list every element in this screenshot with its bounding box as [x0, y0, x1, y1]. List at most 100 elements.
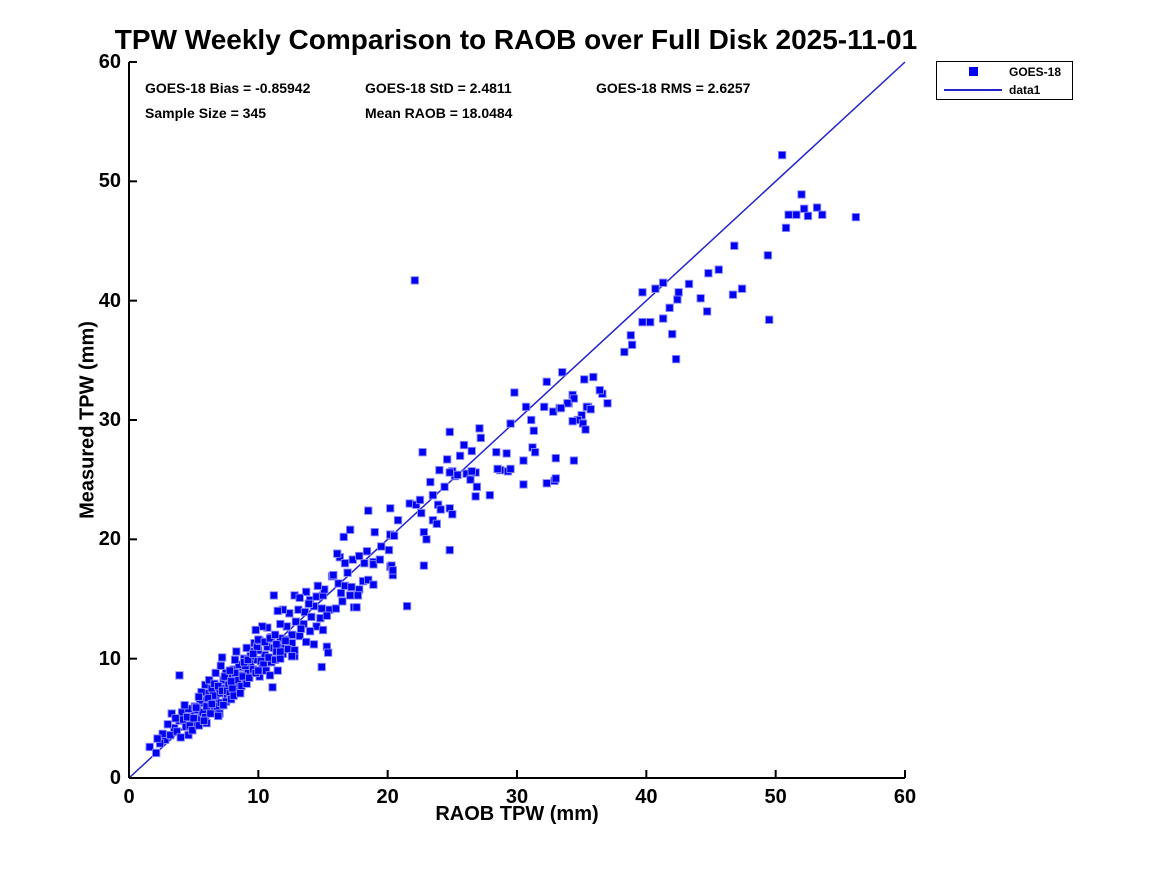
scatter-point	[265, 671, 275, 680]
scatter-point	[542, 479, 551, 488]
scatter-point	[527, 415, 536, 425]
scatter-point	[728, 290, 738, 299]
scatter-point	[269, 591, 279, 600]
scatter-point	[388, 566, 397, 575]
scatter-point	[704, 269, 713, 278]
scatter-point	[818, 210, 827, 219]
scatter-point	[658, 278, 668, 287]
legend: GOES-18 data1	[936, 61, 1073, 100]
stat-mean-raob: Mean RAOB = 18.0484	[365, 105, 513, 121]
scatter-point	[245, 673, 254, 682]
scatter-point	[207, 699, 216, 709]
scatter-point	[402, 602, 412, 611]
scatter-point	[331, 604, 341, 613]
scatter-point	[453, 470, 462, 480]
scatter-point	[384, 545, 394, 555]
scatter-point	[803, 211, 813, 221]
scatter-point	[459, 440, 469, 450]
scatter-point	[542, 377, 551, 386]
scatter-point	[251, 625, 260, 635]
scatter-point	[386, 504, 395, 513]
scatter-point	[551, 454, 560, 463]
scatter-point	[287, 652, 297, 661]
y-tick-label: 60	[98, 51, 121, 73]
legend-label: data1	[1009, 82, 1041, 97]
scatter-point	[671, 354, 681, 364]
scatter-point	[580, 375, 589, 384]
stat-bias: GOES-18 Bias = -0.85942	[145, 80, 311, 96]
scatter-point	[346, 591, 355, 600]
scatter-point	[268, 683, 277, 692]
stat-std: GOES-18 StD = 2.4811	[365, 80, 512, 96]
scatter-point	[471, 492, 480, 501]
scatter-point	[556, 403, 566, 413]
scatter-point	[595, 386, 604, 395]
x-tick-label: 20	[376, 786, 399, 808]
scatter-point	[696, 294, 705, 303]
x-tick-label: 40	[635, 786, 658, 808]
scatter-point	[364, 506, 373, 515]
scatter-point	[318, 625, 328, 635]
scatter-point	[530, 448, 540, 457]
scatter-point	[467, 467, 476, 476]
scatter-point	[581, 425, 590, 434]
scatter-point	[466, 475, 475, 484]
scatter-point	[180, 701, 189, 710]
scatter-point	[353, 591, 363, 600]
scatter-point	[206, 709, 215, 718]
scatter-point	[569, 456, 579, 465]
scatter-point	[276, 654, 285, 663]
legend-item-goes18: GOES-18	[937, 63, 1072, 80]
scatter-point	[307, 612, 316, 622]
scatter-point	[317, 604, 326, 613]
scatter-point	[519, 480, 528, 489]
scatter-point	[370, 528, 379, 537]
scatter-point	[651, 284, 660, 293]
scatter-point	[485, 491, 494, 500]
x-tick-label: 10	[247, 786, 270, 808]
scatter-point	[304, 599, 313, 608]
scatter-point	[627, 340, 637, 349]
scatter-point	[338, 597, 347, 606]
scatter-point	[422, 535, 431, 544]
scatter-point	[419, 528, 429, 537]
scatter-point	[302, 637, 311, 647]
legend-square-marker-icon	[937, 67, 1009, 76]
scatter-point	[273, 666, 282, 675]
scatter-point	[521, 402, 531, 412]
scatter-point	[702, 307, 712, 316]
scatter-point	[145, 742, 154, 752]
scatter-point	[519, 456, 528, 465]
scatter-point	[273, 606, 282, 616]
scatter-point	[812, 203, 822, 212]
scatter-point	[506, 464, 515, 474]
scatter-point	[300, 607, 310, 617]
scatter-point	[455, 451, 465, 460]
legend-item-data1: data1	[937, 81, 1072, 98]
y-tick-label: 0	[109, 767, 121, 789]
scatter-point	[737, 284, 747, 293]
scatter-point	[626, 331, 635, 340]
scatter-point	[199, 716, 209, 725]
x-tick-label: 0	[123, 786, 135, 808]
scatter-point	[362, 547, 372, 556]
scatter-point	[493, 464, 502, 474]
scatter-point	[435, 465, 444, 475]
scatter-point	[510, 388, 519, 397]
scatter-point	[638, 317, 647, 327]
scatter-point	[467, 446, 476, 456]
scatter-point	[254, 666, 263, 675]
scatter-point	[176, 733, 185, 742]
scatter-point	[763, 251, 773, 260]
scatter-point	[236, 689, 245, 698]
scatter-point	[445, 468, 454, 477]
scatter-point	[194, 692, 203, 702]
scatter-point	[163, 720, 172, 729]
y-tick-label: 50	[98, 170, 121, 193]
scatter-point	[448, 510, 457, 519]
scatter-point	[220, 672, 229, 681]
scatter-point	[603, 399, 612, 408]
scatter-point	[355, 551, 364, 561]
x-tick-label: 50	[764, 786, 787, 808]
scatter-point	[674, 288, 683, 297]
